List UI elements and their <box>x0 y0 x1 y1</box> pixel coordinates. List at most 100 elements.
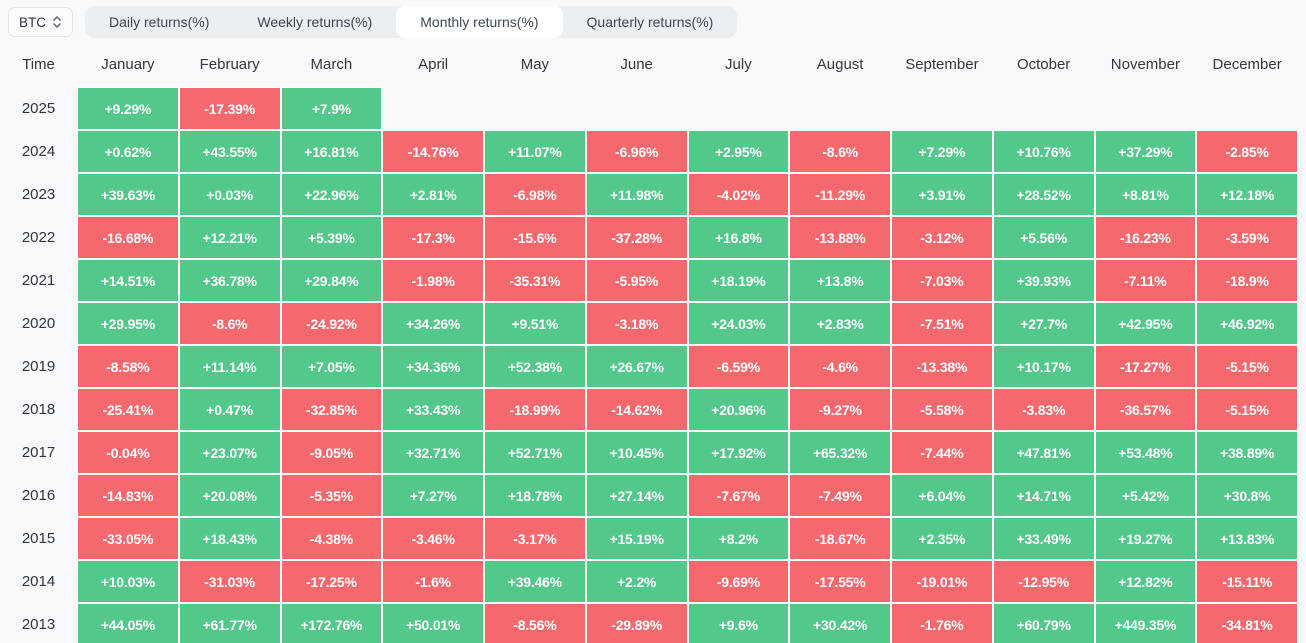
return-cell: +449.35% <box>1094 603 1197 643</box>
return-cell: +39.63% <box>77 173 179 216</box>
return-cell: -7.03% <box>891 259 993 302</box>
month-header-july: July <box>725 55 752 73</box>
return-cell: +8.81% <box>1094 173 1197 216</box>
return-cell: +65.32% <box>789 431 891 474</box>
return-cell: -1.76% <box>891 603 993 643</box>
return-cell: +7.05% <box>280 345 383 388</box>
return-cell: +0.03% <box>178 173 281 216</box>
return-cell: -6.96% <box>585 130 688 173</box>
return-cell: -16.23% <box>1094 216 1197 259</box>
return-cell: +37.29% <box>1094 130 1197 173</box>
return-cell: -17.27% <box>1094 345 1197 388</box>
return-cell: +20.08% <box>178 474 281 517</box>
return-cell: +14.71% <box>992 474 1095 517</box>
return-cell: +36.78% <box>178 259 281 302</box>
return-cell: +19.27% <box>1094 517 1197 560</box>
month-header-august: August <box>816 55 864 73</box>
return-cell: +34.26% <box>382 302 484 345</box>
tab-monthly[interactable]: Monthly returns(%) <box>396 6 563 38</box>
return-cell: +16.8% <box>687 216 790 259</box>
return-cell: +42.95% <box>1094 302 1197 345</box>
return-cell-empty <box>789 87 891 130</box>
return-cell: -3.18% <box>585 302 688 345</box>
return-cell: -4.6% <box>789 345 891 388</box>
return-cell-empty <box>891 87 993 130</box>
return-cell: +26.67% <box>585 345 688 388</box>
return-cell: +10.03% <box>77 560 179 603</box>
return-cell: +27.7% <box>992 302 1095 345</box>
asset-selector-value: BTC <box>19 14 46 30</box>
return-cell: -11.29% <box>789 173 891 216</box>
return-cell-empty <box>382 87 484 130</box>
return-cell: -5.95% <box>585 259 688 302</box>
return-cell: -17.25% <box>280 560 383 603</box>
return-cell: -19.01% <box>891 560 993 603</box>
asset-selector[interactable]: BTC <box>8 7 73 37</box>
return-cell: +7.29% <box>891 130 993 173</box>
return-cell: -7.49% <box>789 474 891 517</box>
return-cell-empty <box>586 87 688 130</box>
year-label-2023: 2023 <box>21 186 56 203</box>
return-cell: -35.31% <box>484 259 586 302</box>
year-label-2014: 2014 <box>21 573 56 590</box>
return-cell: +50.01% <box>382 603 484 643</box>
year-label-2021: 2021 <box>21 272 56 289</box>
return-cell: +12.21% <box>178 216 281 259</box>
return-cell: +11.07% <box>484 130 586 173</box>
return-cell: +27.14% <box>585 474 688 517</box>
year-label-2013: 2013 <box>21 616 56 633</box>
return-cell: -7.11% <box>1094 259 1197 302</box>
return-cell: +8.2% <box>687 517 790 560</box>
return-cell: +52.38% <box>484 345 586 388</box>
return-cell: +6.04% <box>891 474 993 517</box>
return-cell: -25.41% <box>77 388 179 431</box>
return-cell: -4.02% <box>687 173 790 216</box>
time-column-header: Time <box>22 55 55 73</box>
tab-daily[interactable]: Daily returns(%) <box>109 14 210 30</box>
return-cell: +39.46% <box>484 560 586 603</box>
return-cell: -24.92% <box>280 302 383 345</box>
return-cell: +3.91% <box>891 173 993 216</box>
return-cell: -0.04% <box>77 431 179 474</box>
return-cell: -1.98% <box>382 259 484 302</box>
return-cell: +0.62% <box>77 130 179 173</box>
return-cell: +20.96% <box>687 388 790 431</box>
return-cell: -14.76% <box>382 130 484 173</box>
year-label-2025: 2025 <box>21 100 56 117</box>
return-cell: +61.77% <box>178 603 281 643</box>
return-cell: +9.29% <box>77 87 179 130</box>
return-cell: +34.36% <box>382 345 484 388</box>
return-cell: +12.18% <box>1196 173 1298 216</box>
month-header-october: October <box>1016 55 1071 73</box>
return-cell: -13.88% <box>789 216 891 259</box>
return-cell-empty <box>1196 87 1298 130</box>
return-cell: +18.43% <box>178 517 281 560</box>
year-label-2022: 2022 <box>21 229 56 246</box>
return-cell: -31.03% <box>178 560 281 603</box>
return-cell: +15.19% <box>585 517 688 560</box>
return-cell: +2.35% <box>891 517 993 560</box>
sort-arrows-icon <box>52 15 62 29</box>
return-cell: -9.05% <box>280 431 383 474</box>
return-cell: -5.15% <box>1196 345 1298 388</box>
month-header-september: September <box>905 55 979 73</box>
return-cell: -13.38% <box>891 345 993 388</box>
return-cell: -17.3% <box>382 216 484 259</box>
return-cell: +30.8% <box>1196 474 1298 517</box>
return-cell: -37.28% <box>585 216 688 259</box>
return-cell: +47.81% <box>992 431 1095 474</box>
month-header-march: March <box>310 55 353 73</box>
tab-weekly[interactable]: Weekly returns(%) <box>257 14 373 30</box>
return-cell: -32.85% <box>280 388 383 431</box>
year-label-2018: 2018 <box>21 401 56 418</box>
return-cell: +38.89% <box>1196 431 1298 474</box>
return-cell: +44.05% <box>77 603 179 643</box>
month-header-december: December <box>1212 55 1282 73</box>
tab-quarterly[interactable]: Quarterly returns(%) <box>586 14 714 30</box>
return-cell: -18.99% <box>484 388 586 431</box>
year-label-2024: 2024 <box>21 143 56 160</box>
return-cell: +16.81% <box>280 130 383 173</box>
return-cell: +2.2% <box>585 560 688 603</box>
return-cell: -7.51% <box>891 302 993 345</box>
return-cell: -7.44% <box>891 431 993 474</box>
